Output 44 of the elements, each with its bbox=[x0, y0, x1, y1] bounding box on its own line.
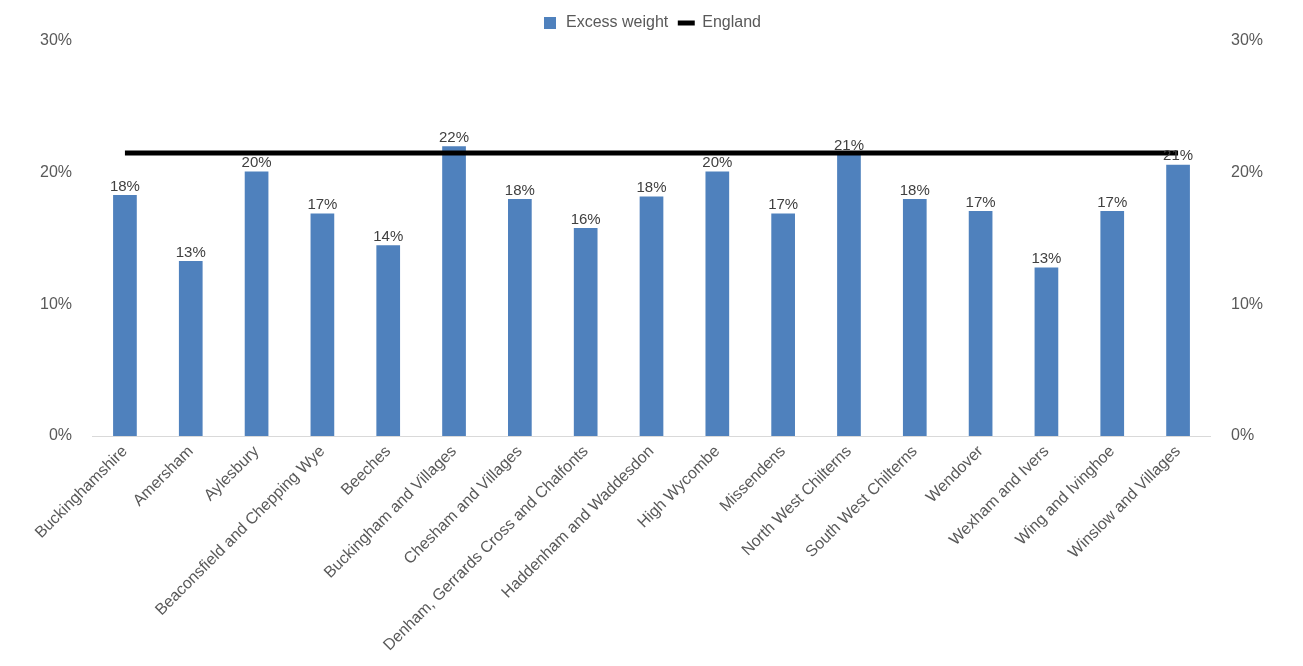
bar bbox=[705, 171, 730, 437]
y2-tick-label: 30% bbox=[1230, 31, 1264, 49]
y-tick-label: 10% bbox=[39, 294, 73, 312]
y2-tick-label: 10% bbox=[1230, 294, 1264, 312]
bar bbox=[639, 196, 664, 437]
bar bbox=[837, 154, 861, 437]
bar bbox=[573, 228, 598, 437]
bar bbox=[178, 260, 203, 437]
bar bbox=[376, 245, 401, 437]
y-tick-label: 0% bbox=[48, 426, 73, 444]
bar bbox=[1034, 267, 1059, 437]
data-label: 20% bbox=[702, 153, 733, 171]
data-label: 17% bbox=[1097, 192, 1128, 210]
bar bbox=[113, 195, 137, 437]
bar bbox=[508, 199, 532, 437]
bar bbox=[1166, 164, 1190, 437]
bar bbox=[968, 210, 993, 437]
data-label: 21% bbox=[1163, 146, 1194, 164]
data-label: 21% bbox=[833, 135, 864, 153]
y-tick-label: 20% bbox=[39, 163, 73, 181]
data-label: 18% bbox=[636, 178, 667, 196]
bar bbox=[442, 146, 466, 437]
data-label: 18% bbox=[504, 180, 535, 198]
y-tick-label: 30% bbox=[39, 31, 73, 49]
bar bbox=[1100, 210, 1125, 437]
data-label: 14% bbox=[373, 226, 404, 244]
data-label: 17% bbox=[965, 192, 996, 210]
data-label: 22% bbox=[439, 128, 470, 145]
data-label: 18% bbox=[109, 176, 140, 194]
bar bbox=[771, 213, 795, 437]
data-label: 16% bbox=[570, 209, 601, 227]
bar bbox=[902, 199, 927, 437]
legend-label: England bbox=[702, 13, 761, 31]
y2-tick-label: 20% bbox=[1230, 163, 1264, 181]
data-label: 13% bbox=[1031, 249, 1062, 267]
bar bbox=[310, 213, 335, 437]
bar bbox=[244, 171, 269, 437]
data-label: 17% bbox=[307, 195, 338, 213]
data-label: 20% bbox=[241, 153, 272, 171]
legend-label: Excess weight bbox=[566, 13, 669, 31]
data-label: 13% bbox=[175, 242, 206, 260]
data-label: 17% bbox=[768, 195, 799, 213]
data-label: 18% bbox=[899, 180, 930, 198]
y2-tick-label: 0% bbox=[1230, 426, 1255, 444]
